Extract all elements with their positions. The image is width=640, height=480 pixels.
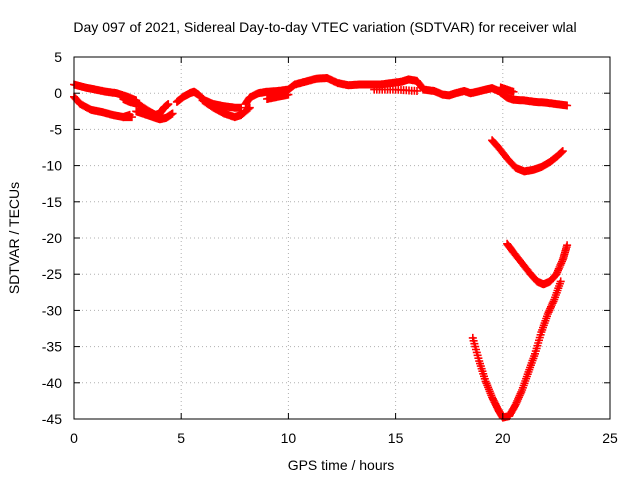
x-tick-label: 25 [602,430,618,446]
tick-labels: 0 5 10 15 20 25 5 0 -5 -10 -15 -20 -25 -30 -35 -40 -45 [42,49,618,446]
y-tick-label: -15 [42,194,62,210]
data-segment [468,277,565,422]
data-points [496,83,518,96]
data-points [370,85,421,95]
x-tick-label: 5 [177,430,185,446]
x-axis-label: GPS time / hours [288,457,395,473]
data-layer [70,74,572,422]
y-tick-label: -10 [42,158,62,174]
x-tick-label: 10 [281,430,297,446]
y-tick-label: -40 [42,375,62,391]
data-points [119,110,134,122]
y-tick-label: -30 [42,302,62,318]
data-points [241,74,572,110]
y-tick-label: -35 [42,339,62,355]
data-segment [132,107,177,124]
x-tick-label: 20 [495,430,511,446]
data-points [503,239,572,289]
data-segment [119,110,134,122]
data-points [488,136,567,176]
data-points [263,90,293,103]
chart-title: Day 097 of 2021, Sidereal Day-to-day VTE… [73,19,576,35]
data-segment [263,90,293,103]
data-segment [237,103,254,119]
axis-ticks [73,56,611,420]
y-axis-label: SDTVAR / TECUs [6,182,22,294]
data-segment [488,136,567,176]
data-segment [241,74,572,110]
data-segment [503,239,572,289]
y-tick-label: -20 [42,230,62,246]
x-tick-label: 15 [388,430,404,446]
data-segment [496,83,518,96]
data-points [132,107,177,124]
y-tick-label: -5 [50,121,63,137]
grid-lines [74,57,610,419]
x-tick-label: 0 [70,430,78,446]
data-points [468,277,565,422]
y-tick-label: 0 [54,85,62,101]
y-tick-label: 5 [54,49,62,65]
y-tick-label: -25 [42,266,62,282]
y-tick-label: -45 [42,411,62,427]
data-segment [370,85,421,95]
data-points [237,103,254,119]
